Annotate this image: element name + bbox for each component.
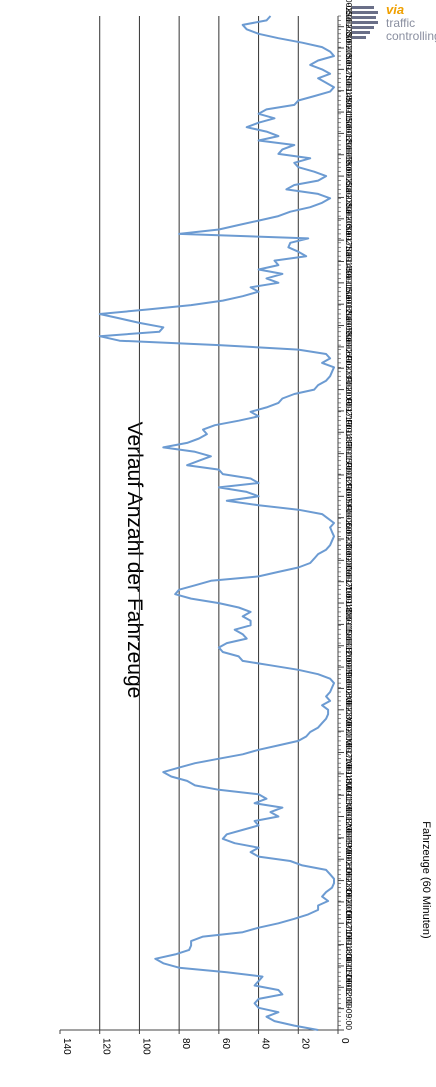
value-tick-label: 40	[260, 1038, 271, 1050]
time-tick-label: Mi 20:00-21:00	[344, 717, 354, 774]
time-tick-label: Sa 08:00-09:00	[344, 289, 354, 347]
time-tick-label: Sa 02:00-03:00	[344, 331, 354, 389]
time-tick-label: So 14:00-15:00	[344, 75, 354, 133]
time-tick-label: Mi 14:00-15:00	[344, 760, 354, 817]
time-tick-label: Di 17:00-18:00	[344, 910, 354, 966]
time-tick-label: Do 20:00-21:00	[344, 544, 354, 603]
time-tick-label: Mi 11:00-12:00	[344, 782, 354, 838]
time-tick-label: Do 08:00-09:00	[344, 630, 354, 689]
value-tick-label: 60	[220, 1038, 231, 1050]
time-tick-label: So 05:00-06:00	[344, 139, 354, 197]
logo-text-3: controlling	[386, 29, 436, 43]
time-tick-label: Mi 23:00-00:00	[344, 696, 354, 753]
time-tick-label: Mi 17:00-18:00	[344, 738, 354, 795]
time-tick-label: Sa 20:00-21:00	[344, 203, 354, 261]
time-tick-label: Fr 14:00-15:00	[344, 419, 354, 475]
via-traffic-controlling-logo: via traffic controlling	[348, 0, 436, 62]
time-tick-label: Mo 05:00-06:00	[344, 0, 354, 27]
time-tick-label: Di 20:00-21:00	[344, 889, 354, 945]
value-axis: 0 20 40 60 80 100 120 140	[59, 1029, 350, 1055]
time-tick-label: Di 11:00-12:00	[344, 954, 354, 1009]
time-tick-label: Fr 11:00-12:00	[344, 441, 354, 496]
value-tick-label: 140	[61, 1038, 72, 1055]
time-tick-label: Fr 05:00-06:00	[344, 483, 354, 539]
time-tick-label: Do 05:00-06:00	[344, 651, 354, 710]
time-tick-label: Fr 23:00-00:00	[344, 355, 354, 411]
time-tick-label: So 20:00-21:00	[344, 33, 354, 91]
logo-stripes-icon	[352, 6, 378, 40]
gridlines	[99, 16, 299, 1030]
time-tick-label: So 11:00-12:00	[344, 97, 354, 155]
time-tick-label: Do 02:00-03:00	[344, 673, 354, 732]
time-tick-label: Do 23:00-00:00	[344, 523, 354, 582]
time-tick-label: Di 14:00-15:00	[344, 932, 354, 988]
chart-title: Verlauf Anzahl der Fahrzeuge	[123, 422, 146, 699]
time-tick-label: Mi 05:00-06:00	[344, 824, 354, 881]
time-tick-label: Di 23:00-00:00	[344, 867, 354, 923]
time-tick-label: Sa 17:00-18:00	[344, 225, 354, 283]
time-tick-label: Sa 05:00-06:00	[344, 310, 354, 368]
time-tick-label: Di 08:00-09:00	[344, 974, 354, 1030]
time-tick-label: Fr 20:00-21:00	[344, 377, 354, 433]
value-tick-label: 120	[101, 1038, 112, 1055]
value-tick-label: 100	[140, 1038, 151, 1055]
y-axis-label: Fahrzeuge (60 Minuten)	[420, 821, 432, 938]
time-tick-label: Do 11:00-12:00	[344, 609, 354, 667]
logo-text-1: via	[386, 2, 405, 17]
value-tick-label: 0	[339, 1038, 350, 1044]
value-tick-label: 80	[180, 1038, 191, 1050]
time-tick-label: Fr 08:00-09:00	[344, 462, 354, 518]
time-tick-label: So 08:00-09:00	[344, 118, 354, 176]
time-tick-label: So 17:00-18:00	[344, 54, 354, 112]
time-tick-label: Mi 08:00-09:00	[344, 803, 354, 860]
time-tick-label: Sa 14:00-15:00	[344, 246, 354, 304]
time-tick-label: Do 17:00-18:00	[344, 566, 354, 625]
time-tick-label: Sa 11:00-12:00	[344, 268, 354, 326]
time-tick-label: Mi 02:00-03:00	[344, 845, 354, 902]
time-tick-label: Sa 23:00-00:00	[344, 182, 354, 240]
time-tick-label: So 02:00-03:00	[344, 161, 354, 219]
time-tick-label: Mo 02:00-03:00	[344, 0, 354, 48]
series-line	[98, 15, 335, 1031]
time-tick-label: Fr 02:00-03:00	[344, 505, 354, 561]
logo-text-2: traffic	[386, 16, 416, 30]
time-tick-label: Fr 17:00-18:00	[344, 398, 354, 454]
time-tick-label: So 23:00-00:00	[344, 11, 354, 69]
time-tick-label: Do 14:00-15:00	[344, 587, 354, 646]
value-tick-label: 20	[299, 1038, 310, 1050]
